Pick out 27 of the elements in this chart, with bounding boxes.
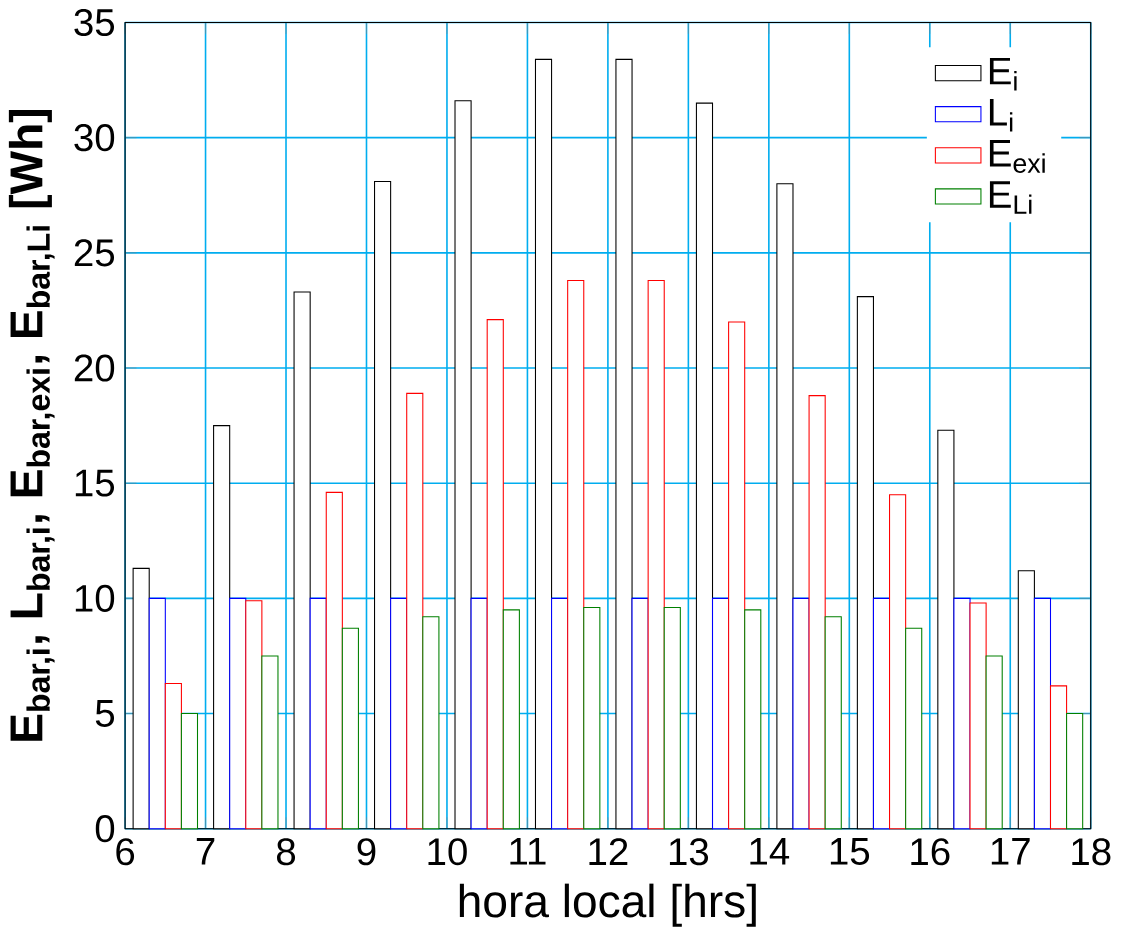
x-tick-label: 15 [830, 838, 870, 866]
x-tick-label: 18 [1072, 838, 1111, 866]
x-tick-label: 9 [357, 838, 376, 866]
x-tick-label: 16 [911, 838, 950, 866]
y-tick-label: 35 [74, 9, 115, 37]
legend-label: E$_{exi}$ [989, 140, 1045, 174]
x-axis-title: hora local [hrs] [459, 883, 756, 927]
x-tick-label: 12 [589, 838, 628, 866]
x-tick-label: 17 [991, 838, 1030, 865]
y-tick-label: 5 [95, 700, 115, 728]
legend-label: E$_{i}$ [989, 58, 1017, 91]
y-tick-label: 10 [75, 584, 115, 613]
text: E$_{bar,i}$, L$_{bar,i}$, E$_{bar,exi}$, E$_{bar,Li}$ [Wh] [8, 110, 55, 741]
x-tick-label: 8 [277, 838, 296, 866]
x-tick-label: 6 [116, 838, 135, 866]
legend-label: L$_{i}$ [989, 99, 1013, 132]
x-tick-label: 10 [428, 838, 467, 866]
y-tick-label: 25 [74, 239, 115, 267]
x-tick-label: 7 [196, 838, 215, 865]
y-tick-label: 20 [74, 354, 115, 382]
y-tick-label: 15 [75, 470, 115, 497]
x-tick-label: 11 [510, 838, 546, 865]
x-tick-label: 13 [669, 838, 709, 866]
y-tick-label: 0 [95, 815, 115, 843]
x-tick-label: 14 [750, 838, 790, 865]
y-tick-label: 30 [74, 124, 115, 152]
legend-label: E$_{Li}$ [989, 181, 1032, 214]
